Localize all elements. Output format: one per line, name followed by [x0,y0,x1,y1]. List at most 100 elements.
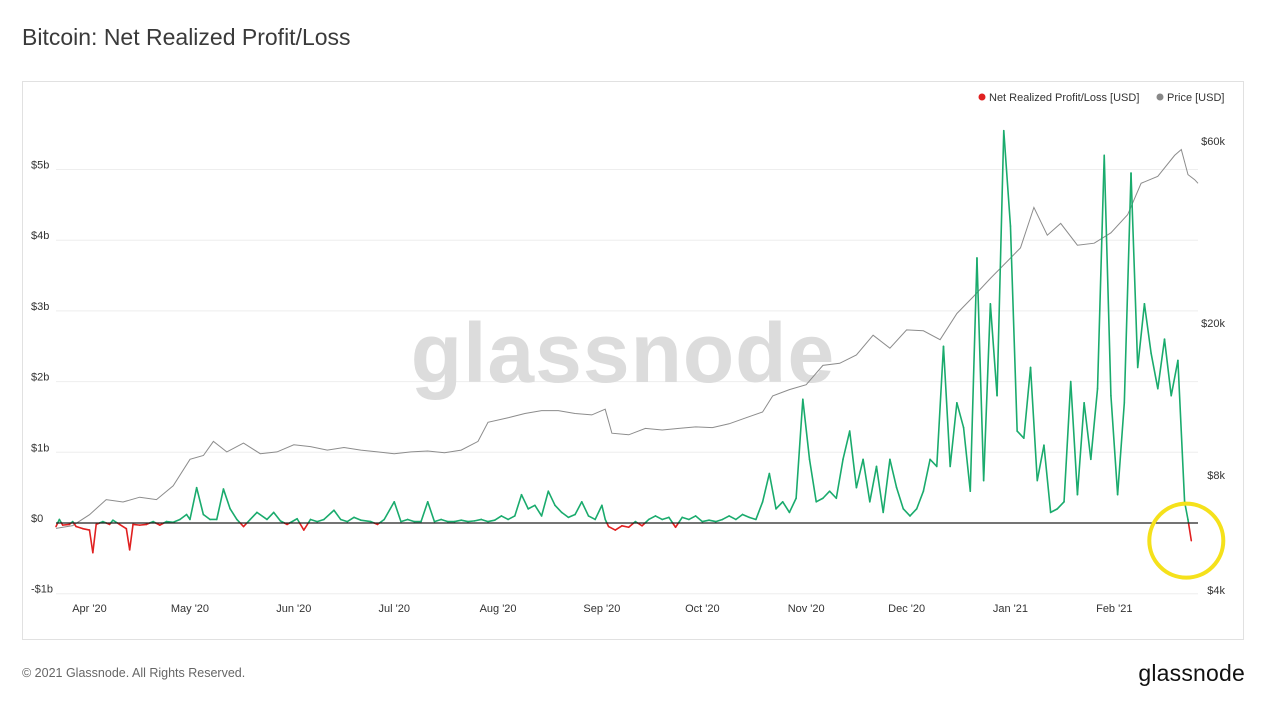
y-left-tick-label: $5b [31,160,49,172]
legend-item-net-pl[interactable]: Net Realized Profit/Loss [USD] [989,92,1139,104]
net-pl-segment [761,472,771,503]
net-pl-segment [1150,352,1159,390]
net-pl-segment [118,523,128,530]
x-tick-label: May '20 [171,603,209,615]
net-pl-segment [768,472,777,510]
x-tick-label: Jun '20 [276,603,311,615]
net-pl-segment [701,519,710,523]
net-pl-segment [929,458,938,468]
net-pl-segment [627,522,635,529]
net-pl-segment [607,525,617,531]
net-pl-segment [989,303,998,397]
net-pl-segment [132,523,141,526]
net-pl-segment [359,519,372,523]
net-pl-segment [1110,394,1119,496]
net-pl-segment [189,486,198,521]
net-pl-segment [969,257,978,492]
y-left-tick-label: $1b [31,442,49,454]
net-pl-segment [755,500,764,521]
y-axis-right: $60k $20k $8k $4k [1201,136,1225,597]
net-pl-segment [81,527,91,531]
net-pl-segment [875,465,884,514]
price-line [55,148,1199,529]
net-pl-segment [393,500,402,523]
net-pl-segment [296,517,301,524]
net-pl-segment [165,520,175,524]
net-pl-segment [647,515,657,521]
net-pl-segment [514,493,523,517]
net-pl-segment [440,518,449,523]
net-pl-segment [480,518,489,523]
net-pl-segment [1056,500,1065,510]
net-pl-segment [467,520,476,523]
net-pl-segment [996,129,1005,397]
net-pl-segment [869,465,878,503]
net-pl-segment [741,513,751,519]
net-realized-profit-loss-chart[interactable]: glassnode $5b $4b $3b $2b $1b $0 -$1b $60k $20k… [23,82,1245,641]
net-pl-segment [594,504,603,521]
net-pl-segment [601,504,607,521]
net-pl-segment [534,504,543,517]
net-pl-segment [1096,154,1106,390]
x-tick-label: Jul '20 [379,603,410,615]
net-pl-segment [383,500,396,521]
net-pl-segment [298,522,305,531]
net-pl-segment [493,515,503,521]
net-pl-segment [1083,402,1092,461]
legend-dot-net-pl [978,93,986,101]
highlight-circle [1147,501,1226,580]
net-pl-segment [935,345,945,468]
net-pl-segment [1103,154,1112,397]
net-pl-segment [353,516,362,521]
y-left-tick-label: $4b [31,230,49,242]
x-tick-label: Jan '21 [993,603,1028,615]
net-pl-segment [346,516,355,523]
net-pl-segment [1187,522,1193,542]
net-pl-segment [1130,172,1139,369]
net-pl-segment [309,518,319,523]
net-pl-segment [1036,444,1045,482]
legend-item-price[interactable]: Price [USD] [1167,92,1224,104]
net-pl-segment [215,488,225,521]
net-pl-segment [828,490,838,500]
net-pl-segment [507,515,516,521]
net-pl-segment [614,525,623,531]
net-pl-segment [902,508,911,517]
net-pl-segment [202,513,211,521]
net-pl-segment [922,458,931,492]
net-pl-segment [1170,359,1179,397]
net-pl-segment [775,500,784,510]
net-pl-segment [677,516,684,524]
net-pl-segment [229,508,238,521]
y-left-tick-label: -$1b [31,584,53,596]
net-pl-segment [554,504,563,514]
net-pl-segment [654,515,663,521]
net-pl-segment [1177,359,1186,503]
net-pl-segment [1157,338,1166,390]
net-pl-segment [500,515,509,521]
net-pl-segment [1163,338,1173,397]
net-pl-segment [788,497,797,514]
net-pl-segment [433,518,442,523]
chart-panel: glassnode $5b $4b $3b $2b $1b $0 -$1b $60k $20k… [22,81,1244,640]
net-pl-segment [333,509,342,521]
x-tick-label: Sep '20 [583,603,620,615]
net-pl-segment [1076,402,1085,496]
net-pl-segment [735,513,744,521]
net-pl-segment [266,511,275,521]
page-title: Bitcoin: Net Realized Profit/Loss [22,24,351,50]
net-pl-segment [560,511,570,519]
x-tick-label: Nov '20 [788,603,825,615]
net-pl-segment [1069,380,1079,496]
net-pl-segment [125,527,131,551]
net-pl-segment [909,508,918,517]
y-left-tick-label: $0 [31,513,43,525]
y-left-tick-label: $3b [31,301,49,313]
net-pl-segment [426,500,436,523]
x-axis: Apr '20 May '20 Jun '20 Jul '20 Aug '20 Sep '… [72,603,1132,615]
net-pl-segment [1143,303,1152,355]
net-pl-segment [75,525,84,530]
net-pl-segment [976,257,985,482]
x-tick-label: Oct '20 [685,603,720,615]
net-pl-segment [795,398,804,500]
